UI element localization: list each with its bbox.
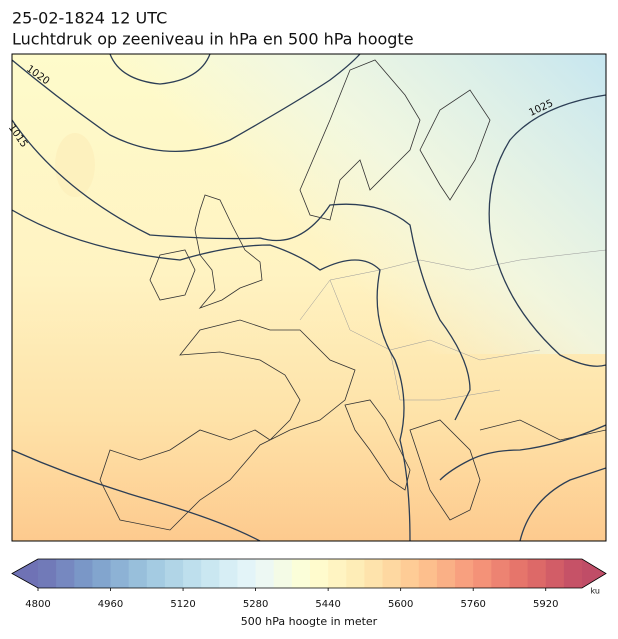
map-attribution: ku [591, 587, 600, 596]
colorbar-bin [237, 559, 257, 588]
colorbar-tick-label: 5280 [243, 599, 268, 610]
colorbar-bin [455, 559, 474, 588]
coastline [299, 59, 421, 221]
colorbar-bin [291, 559, 311, 588]
colorbar-bin [219, 559, 238, 588]
isobar [109, 54, 211, 85]
colorbar-tick-label: 5440 [315, 599, 340, 610]
colorbar-bin [183, 559, 202, 588]
coastline [479, 419, 606, 441]
isobar [488, 94, 606, 367]
isobar [12, 449, 261, 541]
coastline [99, 319, 356, 531]
colorbar-tick-label: 4960 [98, 599, 123, 610]
colorbar-bin [110, 559, 130, 588]
colorbar-tick-label: 5600 [388, 599, 413, 610]
colorbar-bin [201, 559, 220, 588]
colorbar-bin [436, 559, 456, 588]
colorbar-tick-label: 4800 [25, 599, 50, 610]
colorbar-bin [364, 559, 384, 588]
colorbar-bin [545, 559, 565, 588]
colorbar-tick-label: 5920 [533, 599, 558, 610]
colorbar-bin [273, 559, 293, 588]
colorbar-bin [164, 559, 184, 588]
isobar [519, 467, 606, 541]
colorbar-tick-label: 5120 [170, 599, 195, 610]
colorbar-bin [382, 559, 402, 588]
coastline [149, 249, 196, 301]
isobar [439, 424, 606, 481]
colorbar-outline [11, 558, 607, 589]
map-frame [11, 53, 607, 542]
colorbar-bin [346, 559, 365, 588]
colorbar-bin [328, 559, 347, 588]
isobar [12, 119, 471, 421]
border [299, 249, 606, 401]
isobar [12, 54, 361, 152]
isobar [12, 209, 411, 541]
colorbar: 4800 4960 5120 5280 5440 5600 5760 5920 [11, 558, 607, 610]
coastline [409, 419, 481, 521]
height-field-low [55, 133, 95, 197]
colorbar-bin [491, 559, 510, 588]
colorbar-bin [418, 559, 438, 588]
coastline [419, 89, 491, 201]
subtitle: Luchtdruk op zeeniveau in hPa en 500 hPa… [12, 30, 414, 49]
colorbar-bin [56, 559, 75, 588]
colorbar-bin [38, 559, 57, 588]
colorbar-bin [400, 559, 420, 588]
height-field-north [12, 54, 606, 354]
colorbar-tick-label: 5760 [460, 599, 485, 610]
colorbar-bin [563, 559, 583, 588]
colorbar-label: 500 hPa hoogte in meter [241, 615, 378, 628]
colorbar-bin [310, 559, 329, 588]
colorbar-bin [473, 559, 492, 588]
colorbar-bin [527, 559, 547, 588]
colorbar-bin [74, 559, 93, 588]
colorbar-extend-low [12, 559, 38, 588]
colorbar-bin [92, 559, 112, 588]
colorbar-bin [255, 559, 275, 588]
map [12, 54, 606, 541]
colorbar-extend-high [582, 559, 606, 588]
title: 25-02-1824 12 UTC [12, 9, 167, 28]
colorbar-bin [128, 559, 148, 588]
colorbar-bin [509, 559, 529, 588]
colorbar-bin [146, 559, 166, 588]
